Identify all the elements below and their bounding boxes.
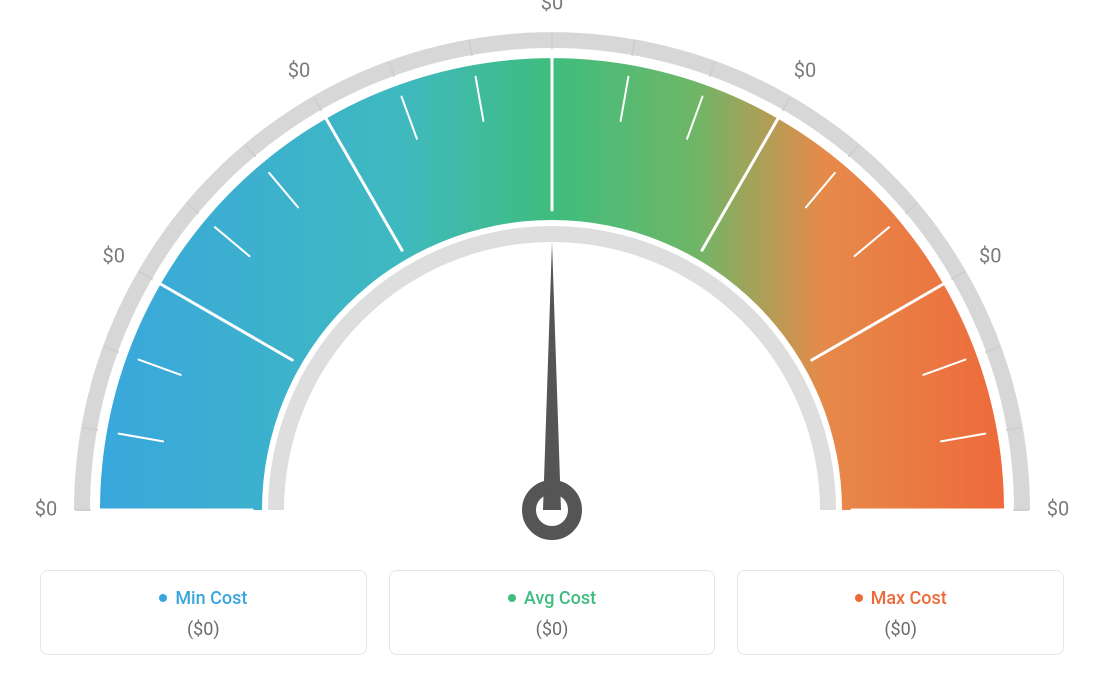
legend-title-min: Min Cost bbox=[159, 588, 247, 609]
legend-label: Avg Cost bbox=[524, 588, 596, 609]
legend-row: Min Cost ($0) Avg Cost ($0) Max Cost ($0… bbox=[40, 570, 1064, 655]
dot-icon bbox=[855, 594, 863, 602]
legend-value: ($0) bbox=[51, 619, 356, 640]
legend-title-max: Max Cost bbox=[855, 588, 947, 609]
legend-card-min: Min Cost ($0) bbox=[40, 570, 367, 655]
svg-text:$0: $0 bbox=[794, 58, 816, 82]
svg-text:$0: $0 bbox=[541, 0, 563, 14]
legend-value: ($0) bbox=[400, 619, 705, 640]
dot-icon bbox=[159, 594, 167, 602]
legend-card-avg: Avg Cost ($0) bbox=[389, 570, 716, 655]
legend-value: ($0) bbox=[748, 619, 1053, 640]
svg-text:$0: $0 bbox=[288, 58, 310, 82]
legend-card-max: Max Cost ($0) bbox=[737, 570, 1064, 655]
gauge-chart: $0 $0 $0 $0 $0 $0 $0 bbox=[0, 0, 1104, 560]
gauge-svg: $0 $0 $0 $0 $0 $0 $0 bbox=[0, 0, 1104, 560]
svg-text:$0: $0 bbox=[103, 243, 125, 267]
legend-label: Max Cost bbox=[871, 588, 947, 609]
gauge-infographic: $0 $0 $0 $0 $0 $0 $0 Min Cost ($0) Avg Cost ($… bbox=[0, 0, 1104, 690]
svg-text:$0: $0 bbox=[979, 243, 1001, 267]
legend-label: Min Cost bbox=[175, 588, 247, 609]
svg-text:$0: $0 bbox=[1047, 496, 1069, 520]
legend-title-avg: Avg Cost bbox=[508, 588, 596, 609]
svg-text:$0: $0 bbox=[35, 496, 57, 520]
dot-icon bbox=[508, 594, 516, 602]
